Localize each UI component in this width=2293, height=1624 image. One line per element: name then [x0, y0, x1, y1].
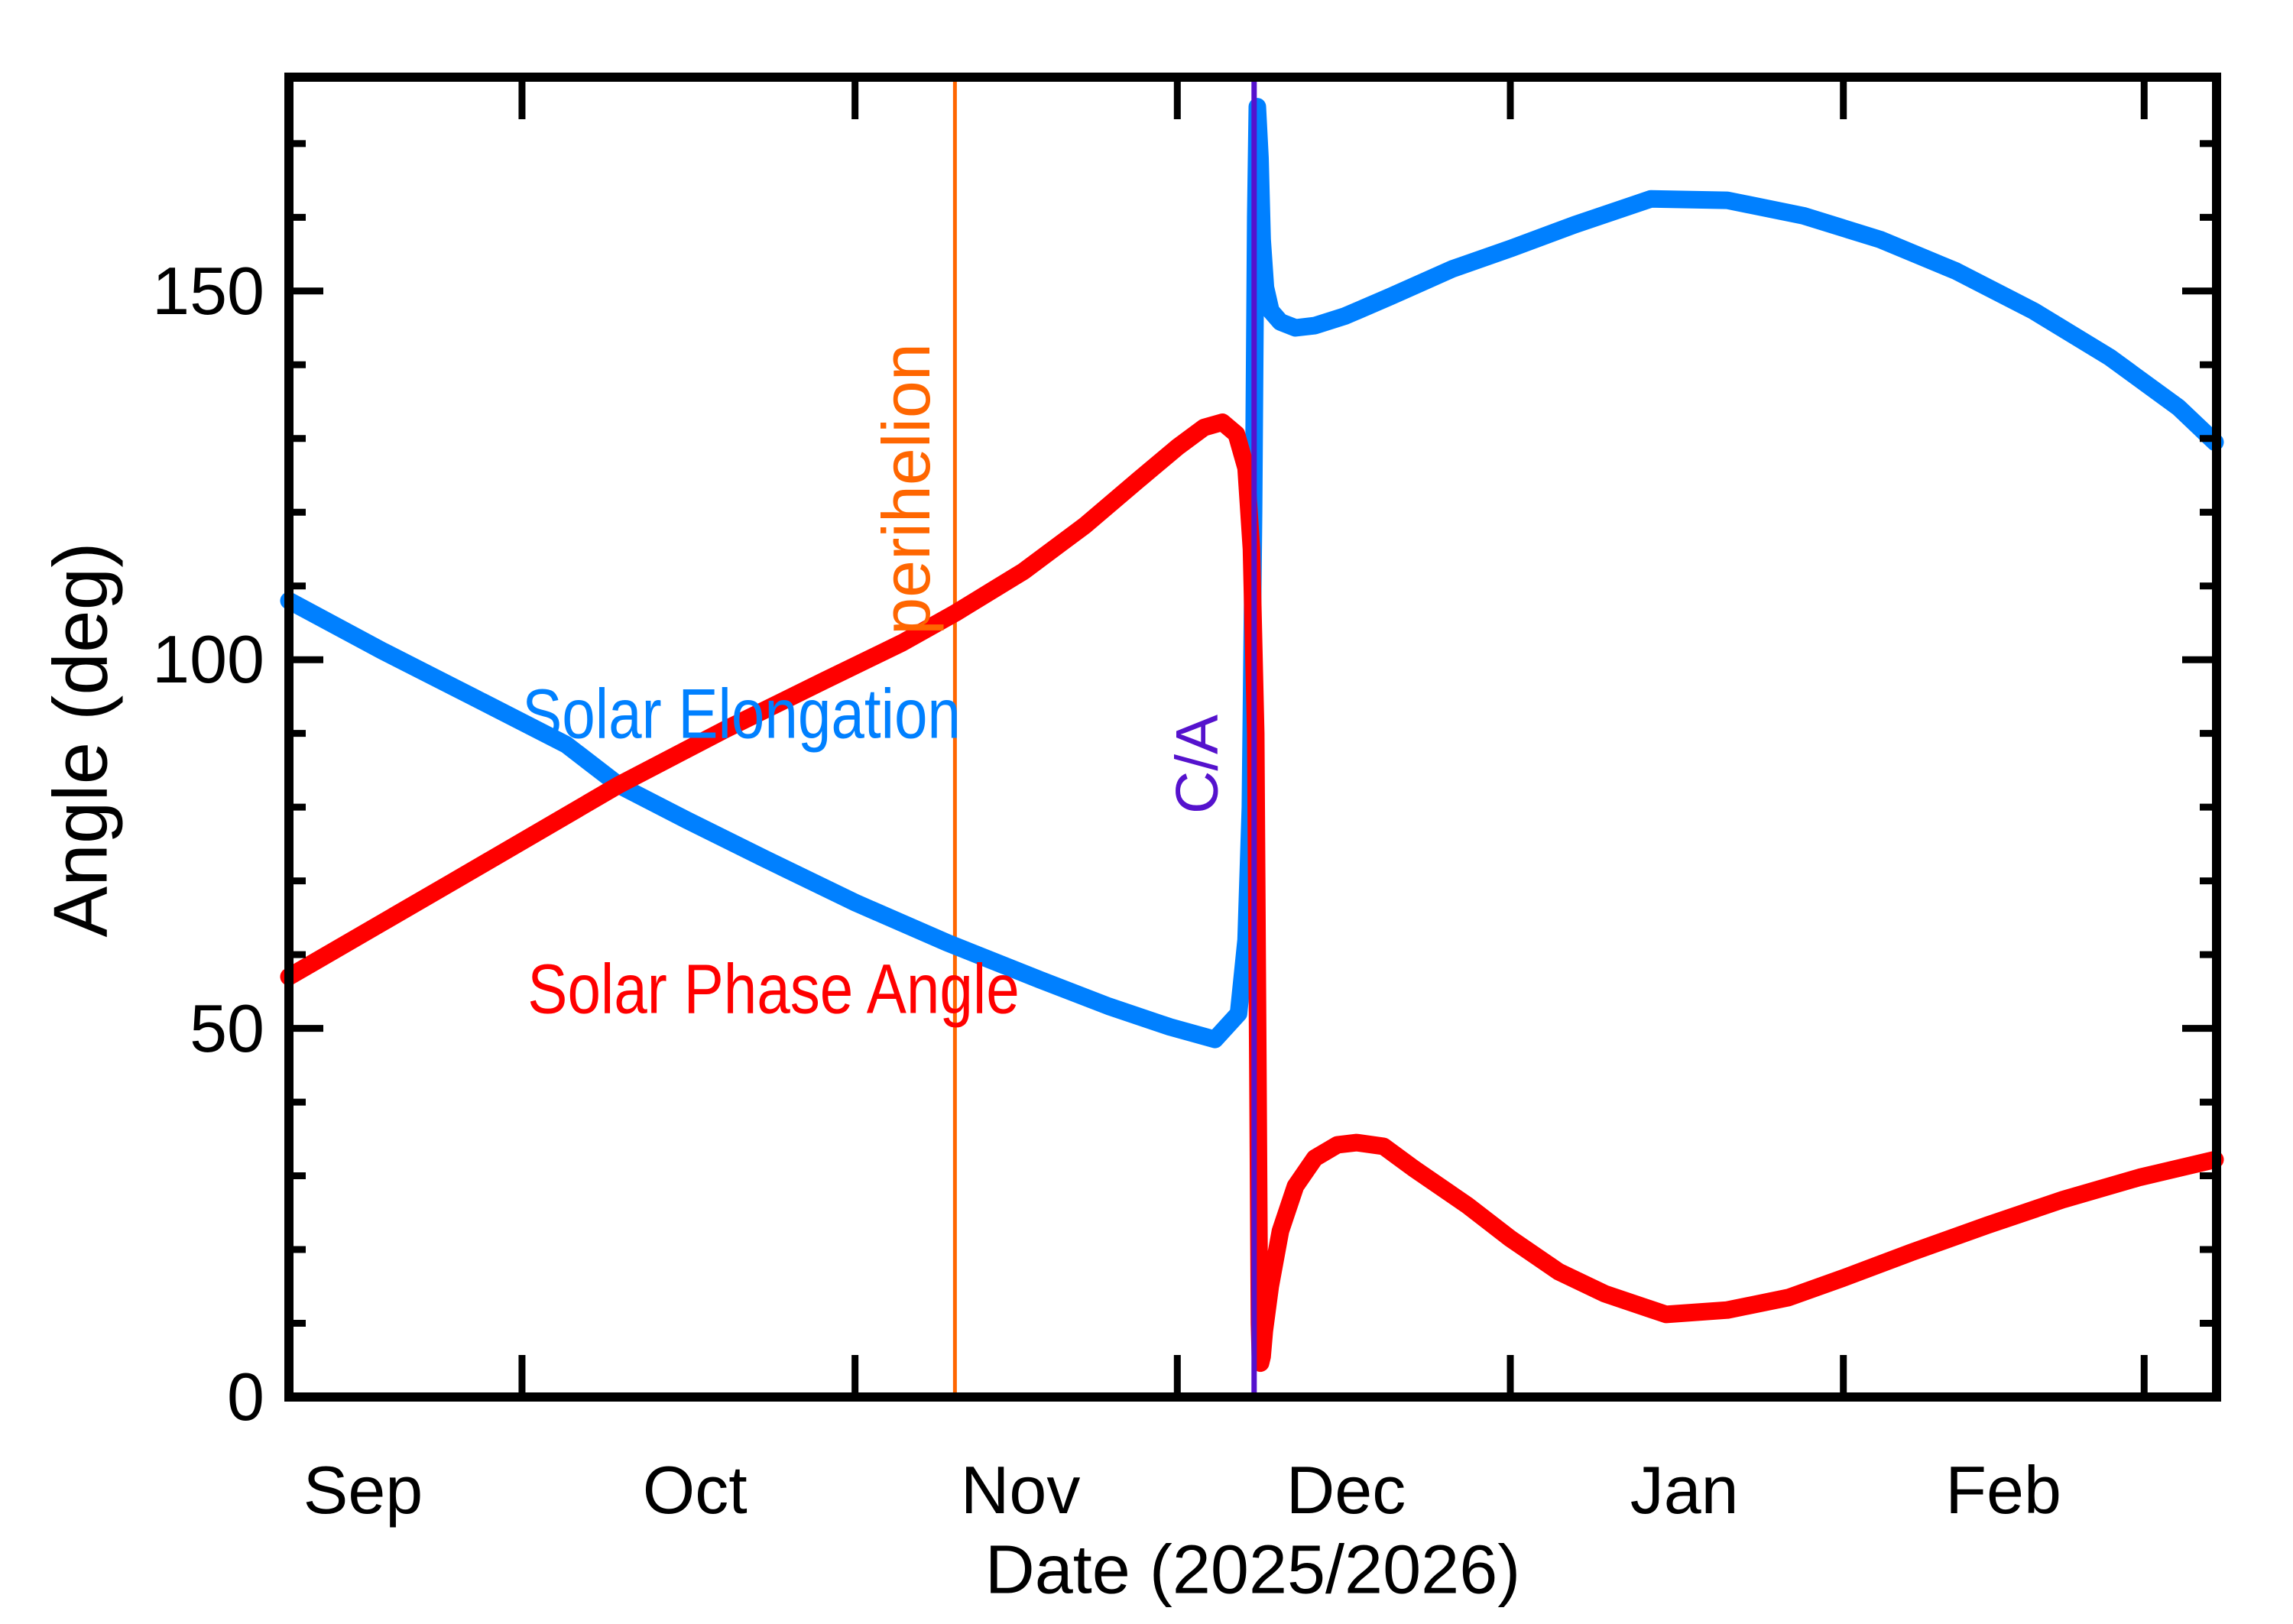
x-tick-label-dec: Dec [1286, 1452, 1406, 1528]
series-label-solar-phase-angle: Solar Phase Angle [527, 950, 1020, 1029]
y-axis-title: Angle (deg) [37, 542, 124, 938]
perihelion-label: perihelion [868, 343, 944, 635]
y-tick-label-50: 50 [190, 990, 264, 1066]
solar-elongation-curve [280, 98, 2224, 1049]
y-tick-label-100: 100 [152, 621, 264, 698]
series-label-solar-elongation: Solar Elongation [522, 675, 961, 754]
x-tick-label-sep: Sep [303, 1452, 423, 1528]
x-axis-title: Date (2025/2026) [984, 1532, 1521, 1609]
solar-phase-angle-curve [280, 413, 2224, 1373]
x-tick-label-nov: Nov [960, 1452, 1081, 1528]
x-tick-label-jan: Jan [1630, 1452, 1739, 1528]
close-approach-label: C/A [1163, 714, 1231, 815]
y-tick-label-150: 150 [152, 252, 264, 329]
x-tick-label-feb: Feb [1945, 1452, 2061, 1528]
plot-border [284, 73, 2221, 1402]
x-tick-label-oct: Oct [642, 1452, 748, 1528]
y-tick-label-0: 0 [227, 1359, 264, 1434]
